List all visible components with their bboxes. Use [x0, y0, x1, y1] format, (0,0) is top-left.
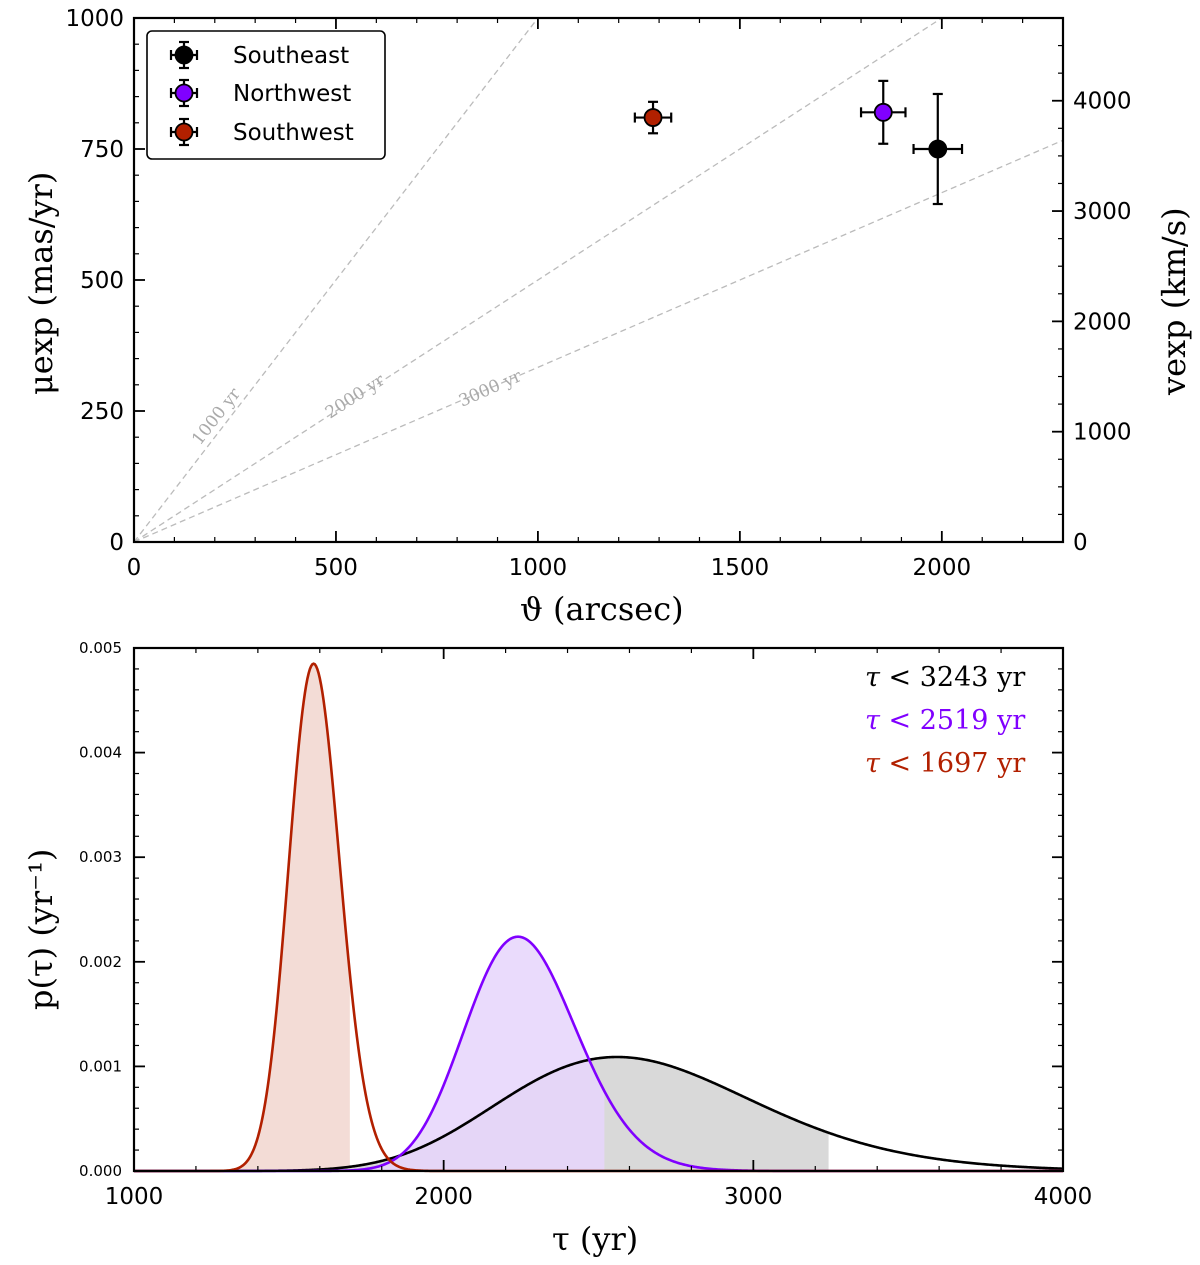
limit-annotation-northwest: τ < 2519 yr: [865, 705, 1025, 736]
guide-line-2000: [133, 17, 943, 543]
limit-annotation-southeast: τ < 3243 yr: [865, 662, 1025, 693]
fill-northwest: [134, 936, 605, 1171]
x-tick-label: 1000: [509, 555, 568, 581]
legend-label-northwest: Northwest: [233, 81, 351, 107]
bottom-axes-frame: [132, 646, 1065, 1173]
top-ticks: 0 500 1000 1500 2000 0 250 500 750 1000 0 1000 2000 3…: [65, 6, 1131, 581]
marker: [928, 139, 948, 159]
marker: [174, 122, 194, 142]
data-point-southwest: [633, 100, 673, 135]
y-tick-label: 1000: [65, 6, 124, 32]
y2-tick-label: 0: [1073, 530, 1088, 556]
data-point-southeast: [912, 92, 964, 206]
top-y2label: vexp (km/s): [1155, 207, 1193, 396]
legend-label-southeast: Southeast: [233, 43, 349, 69]
y-tick-label: 0.002: [79, 953, 122, 971]
legend-box: [146, 30, 386, 160]
x-tick-label: 1500: [711, 555, 770, 581]
guide-line-3000: [133, 139, 1064, 543]
limit-annotation-southwest: τ < 1697 yr: [865, 748, 1025, 779]
marker: [174, 45, 194, 65]
guide-label-1000: 1000 yr: [188, 384, 245, 449]
marker: [643, 108, 663, 127]
top-xlabel: ϑ (arcsec): [520, 590, 684, 628]
guide-labels: 1000 yr 2000 yr 3000 yr: [188, 366, 525, 449]
y-tick-label: 250: [80, 399, 124, 425]
marker: [873, 102, 893, 122]
bottom-xlabel: τ (yr): [552, 1220, 638, 1258]
x-tick-label: 500: [314, 555, 358, 581]
data-point-legend-southeast: [169, 40, 199, 70]
y-tick-label: 0.001: [79, 1057, 122, 1075]
legend: Southeast Northwest Southwest: [146, 30, 386, 160]
y-tick-label: 500: [80, 268, 124, 294]
top-panel: 1000 yr 2000 yr 3000 yr 0 500 1000 1500 2000…: [22, 6, 1193, 628]
y2-tick-label: 1000: [1073, 420, 1132, 446]
legend-label-southwest: Southwest: [233, 120, 354, 146]
y-tick-label: 750: [80, 137, 124, 163]
y-tick-label: 0.000: [79, 1162, 122, 1180]
x-tick-label: 4000: [1034, 1184, 1093, 1210]
data-points: [633, 79, 964, 206]
fill-southwest: [134, 663, 350, 1171]
bottom-ylabel: p(τ) (yr⁻¹): [22, 849, 60, 1010]
top-ylabel: μexp (mas/yr): [22, 172, 60, 395]
data-point-northwest: [859, 79, 907, 145]
x-tick-label: 2000: [913, 555, 972, 581]
y-tick-label: 0.003: [79, 848, 122, 866]
y-tick-label: 0: [109, 530, 124, 556]
marker: [174, 83, 194, 103]
legend-items: [169, 40, 199, 147]
bottom-ticks: 1000 2000 3000 4000 0.000 0.001 0.002 0.003 0.00…: [79, 639, 1092, 1210]
y-tick-label: 0.005: [79, 639, 122, 657]
x-tick-label: 3000: [724, 1184, 783, 1210]
guide-label-2000: 2000 yr: [322, 370, 389, 423]
distribution-fills: [134, 663, 829, 1171]
y2-tick-label: 2000: [1073, 309, 1132, 335]
y2-tick-label: 4000: [1073, 89, 1132, 115]
guide-label-3000: 3000 yr: [456, 366, 526, 412]
y2-tick-label: 3000: [1073, 199, 1132, 225]
x-tick-label: 0: [127, 555, 142, 581]
bottom-panel: 1000 2000 3000 4000 0.000 0.001 0.002 0.003 0.00…: [22, 639, 1092, 1258]
data-point-legend-southwest: [169, 117, 199, 147]
x-tick-label: 1000: [105, 1184, 164, 1210]
x-tick-label: 2000: [414, 1184, 473, 1210]
y-tick-label: 0.004: [79, 744, 122, 762]
data-point-legend-northwest: [169, 78, 199, 108]
guide-line-1000: [133, 17, 539, 543]
guide-lines: [133, 17, 1064, 543]
